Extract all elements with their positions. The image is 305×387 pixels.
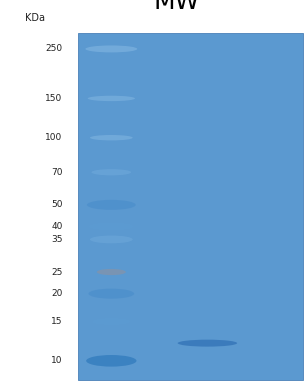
Ellipse shape [97, 269, 126, 275]
Bar [78, 33, 303, 380]
Text: 70: 70 [51, 168, 63, 177]
Text: MW: MW [154, 0, 200, 14]
Text: 25: 25 [51, 267, 63, 277]
Ellipse shape [178, 340, 237, 347]
Text: KDa: KDa [25, 13, 45, 23]
Text: 250: 250 [45, 45, 63, 53]
Ellipse shape [85, 45, 137, 52]
Text: 10: 10 [51, 356, 63, 365]
Text: 40: 40 [51, 222, 63, 231]
Ellipse shape [92, 318, 130, 325]
Ellipse shape [90, 236, 133, 243]
Ellipse shape [90, 135, 133, 140]
Text: 35: 35 [51, 235, 63, 244]
Ellipse shape [88, 289, 134, 299]
Ellipse shape [92, 169, 131, 175]
Text: 100: 100 [45, 133, 63, 142]
Text: 150: 150 [45, 94, 63, 103]
Ellipse shape [89, 223, 134, 230]
Ellipse shape [86, 355, 137, 366]
Text: 50: 50 [51, 200, 63, 209]
Ellipse shape [88, 96, 135, 101]
Ellipse shape [87, 200, 136, 210]
Text: 15: 15 [51, 317, 63, 326]
Text: 20: 20 [51, 289, 63, 298]
